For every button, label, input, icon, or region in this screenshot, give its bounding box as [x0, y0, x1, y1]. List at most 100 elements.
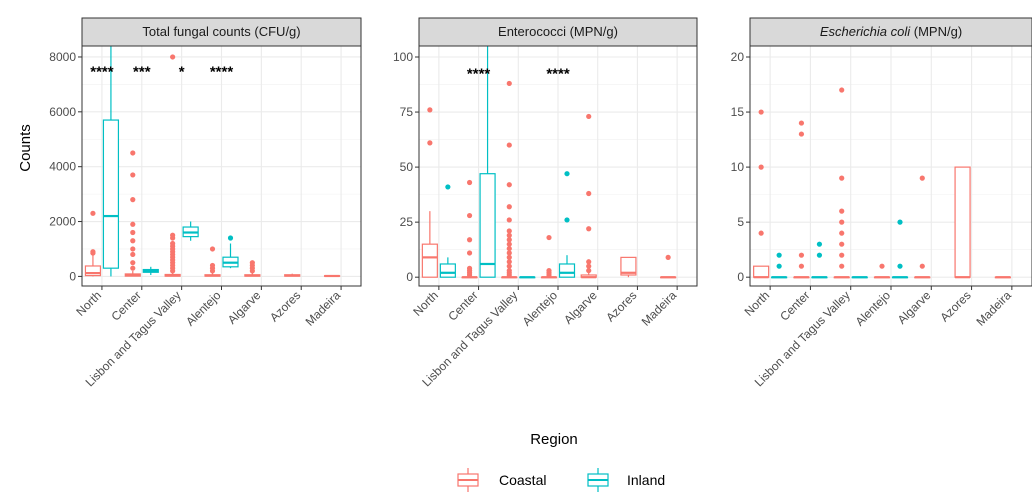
- box-coastal: [914, 175, 931, 279]
- outlier-point: [506, 241, 512, 247]
- box-inland: [479, 46, 496, 278]
- outlier-point: [897, 219, 903, 225]
- outlier-point: [506, 259, 512, 265]
- box-coastal: [164, 54, 181, 277]
- panel-strip: [418, 17, 698, 47]
- significance-label: ****: [467, 65, 491, 82]
- box-rect: [84, 265, 102, 277]
- y-tick-label: 75: [400, 105, 414, 119]
- panel-title-rest: (MPN/g): [910, 24, 962, 39]
- outlier-point: [130, 238, 136, 244]
- box-inland: [182, 221, 199, 241]
- boxes: [421, 46, 677, 279]
- y-tick-label: 25: [400, 215, 414, 229]
- outlier-point: [130, 265, 136, 271]
- outlier-point: [839, 252, 845, 258]
- outlier-point: [564, 217, 570, 223]
- outlier-point: [816, 241, 823, 247]
- outlier-point: [586, 263, 592, 269]
- y-tick-label: 20: [731, 50, 745, 64]
- outlier-point: [919, 263, 925, 269]
- significance-label: ****: [546, 65, 570, 82]
- legend-label: Inland: [627, 472, 665, 488]
- y-tick-label: 5: [737, 215, 744, 229]
- outlier-point: [879, 263, 885, 269]
- gridlines: [82, 46, 361, 286]
- box-coastal: [873, 263, 891, 279]
- outlier-point: [839, 219, 845, 225]
- legend: Coastal Inland: [457, 468, 665, 492]
- outlier-point: [466, 212, 473, 219]
- outlier-point: [546, 267, 552, 274]
- box-coastal: [323, 274, 341, 278]
- outlier-point: [506, 142, 512, 148]
- outlier-point: [758, 109, 764, 115]
- outlier-point: [839, 230, 845, 236]
- outlier-point: [466, 237, 473, 243]
- y-tick-label: 0: [69, 269, 76, 283]
- significance-label: ****: [210, 64, 234, 81]
- box-coastal: [833, 87, 850, 279]
- outlier-point: [586, 259, 592, 265]
- outlier-point: [249, 260, 255, 266]
- box-coastal: [954, 166, 971, 279]
- box-inland: [558, 171, 576, 278]
- outlier-point: [758, 230, 764, 236]
- outlier-point: [506, 250, 512, 256]
- outlier-point: [427, 140, 433, 146]
- box-coastal: [620, 256, 637, 278]
- outlier-point: [839, 87, 845, 93]
- outlier-point: [506, 245, 512, 252]
- outlier-point: [506, 228, 512, 234]
- y-tick-label: 2000: [49, 215, 76, 229]
- box-inland: [439, 184, 456, 278]
- outlier-point: [506, 182, 512, 188]
- outlier-point: [130, 221, 136, 227]
- y-tick-label: 15: [731, 105, 745, 119]
- box-coastal: [580, 113, 597, 279]
- panel-title-italic: Escherichia coli: [820, 24, 911, 39]
- box-rect: [439, 263, 456, 278]
- box-coastal: [244, 260, 261, 277]
- outlier-point: [816, 252, 823, 258]
- outlier-point: [839, 208, 845, 214]
- box-rect: [620, 256, 637, 276]
- outlier-point: [776, 252, 782, 258]
- outlier-point: [130, 260, 136, 266]
- box-coastal: [793, 120, 810, 279]
- box-rect: [954, 166, 971, 278]
- outlier-point: [586, 113, 592, 120]
- outlier-point: [839, 175, 845, 181]
- box-coastal: [284, 273, 301, 277]
- box-coastal: [994, 276, 1011, 279]
- significance-label: *: [179, 64, 185, 81]
- outlier-point: [586, 226, 592, 232]
- box-coastal: [501, 80, 518, 279]
- y-axis-title: Counts: [17, 124, 34, 172]
- box-coastal: [753, 109, 770, 279]
- outlier-point: [427, 107, 433, 113]
- outlier-point: [130, 197, 136, 203]
- panel-title: Escherichia coli (MPN/g): [820, 24, 962, 39]
- outlier-point: [798, 263, 805, 269]
- box-rect: [753, 265, 770, 278]
- outlier-point: [564, 171, 570, 177]
- panel-strip: [749, 17, 1032, 47]
- y-tick-label: 0: [737, 270, 744, 284]
- y-tick-label: 10: [731, 160, 745, 174]
- box-rect: [479, 173, 496, 278]
- significance-label: ***: [133, 64, 151, 81]
- outlier-point: [776, 263, 782, 269]
- box-inland: [771, 252, 788, 279]
- panel-title: Total fungal counts (CFU/g): [142, 24, 300, 39]
- outlier-point: [90, 210, 96, 216]
- outlier-point: [506, 267, 512, 274]
- outlier-point: [758, 164, 764, 170]
- legend-label: Coastal: [499, 472, 546, 488]
- outlier-point: [798, 252, 805, 258]
- x-axis-title: Region: [530, 431, 578, 448]
- outlier-point: [586, 267, 592, 274]
- box-inland: [519, 276, 536, 279]
- outlier-point: [506, 263, 512, 269]
- outlier-point: [897, 263, 903, 269]
